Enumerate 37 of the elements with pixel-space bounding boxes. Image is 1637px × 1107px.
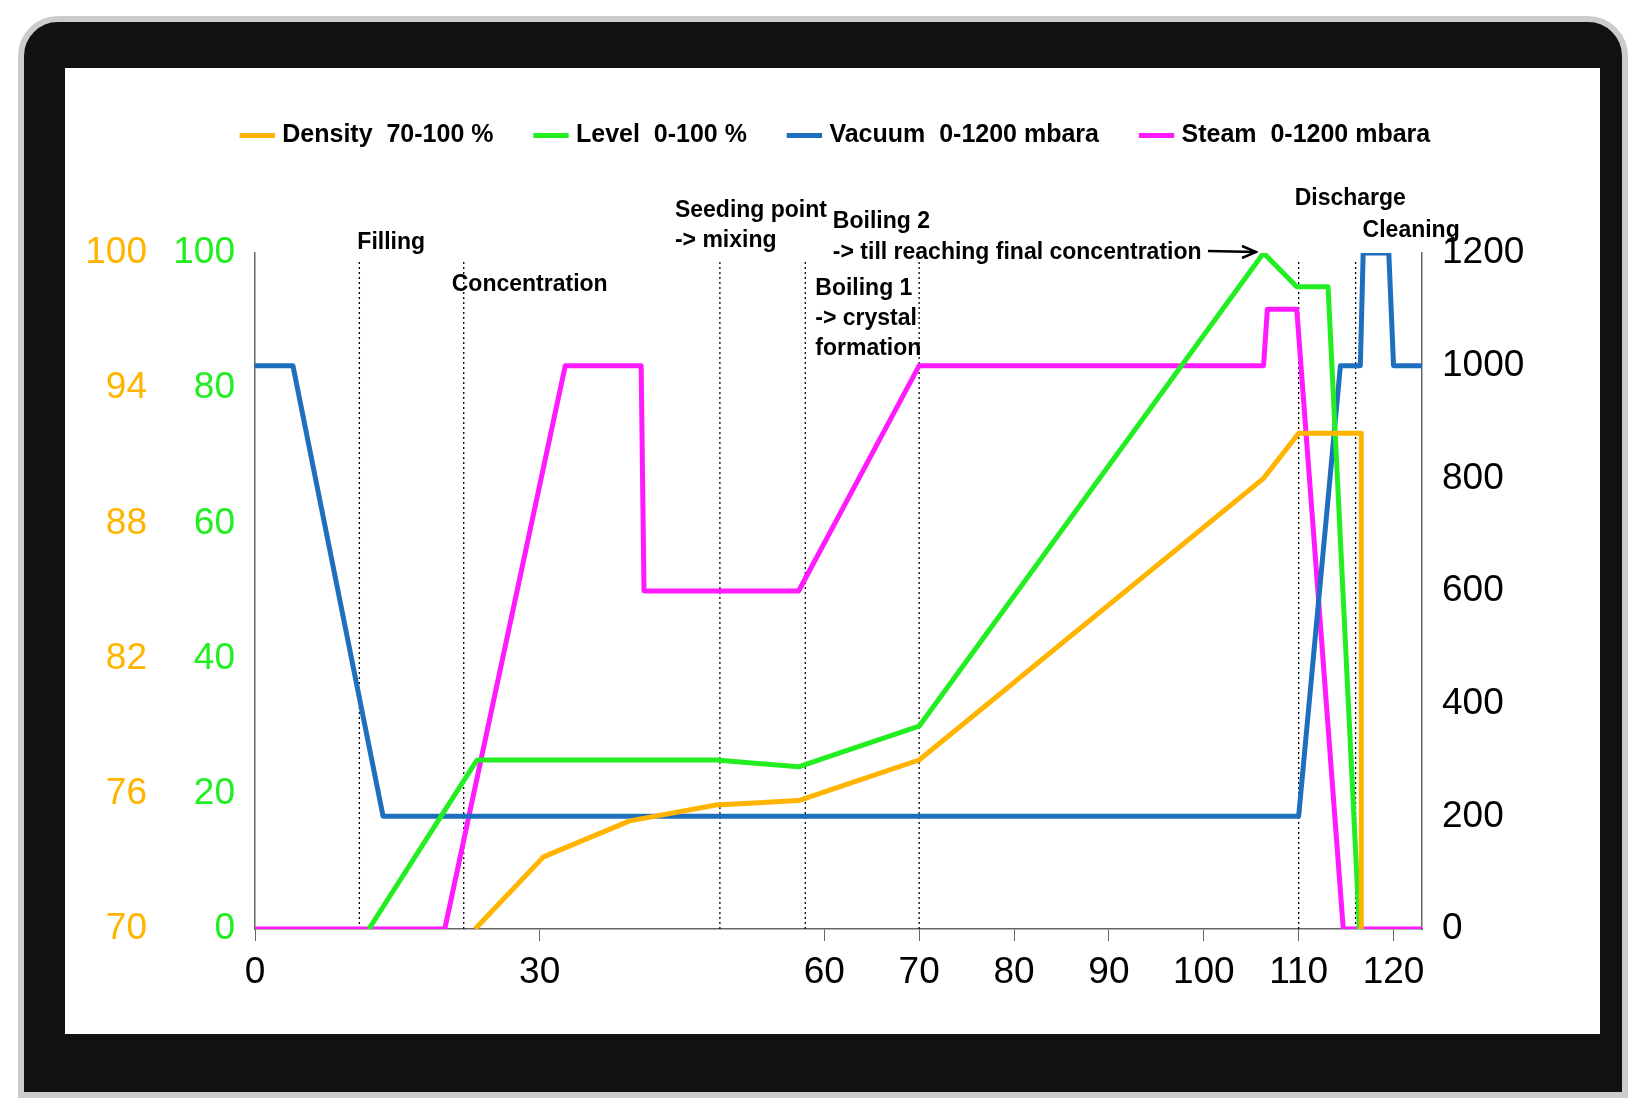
- y3-tick-label: 94: [105, 365, 147, 407]
- y-tick-label: 20: [193, 771, 235, 812]
- y2-tick-label: 600: [1442, 568, 1504, 610]
- legend-label: Steam 0-1200 mbara: [1181, 119, 1432, 148]
- ref-line-label: Concentration: [451, 269, 608, 296]
- y2-tick-label: 800: [1442, 455, 1504, 497]
- y2-tick-label: 200: [1442, 793, 1504, 835]
- y2-tick-label: 0: [1442, 906, 1463, 948]
- annotation: Boiling 2 -> till reaching final concentration: [832, 207, 1202, 264]
- y3-tick-label: 88: [105, 500, 147, 542]
- y-tick-label: 100: [173, 230, 235, 272]
- x-tick-label: 80: [993, 950, 1035, 992]
- x-tick-label: 0: [244, 950, 266, 992]
- ref-line-label: Seeding point -> mixing: [674, 195, 828, 252]
- x-tick-label: 70: [898, 950, 940, 992]
- ref-line-label: Discharge: [1294, 183, 1406, 210]
- x-tick-label: 120: [1362, 950, 1425, 992]
- y-tick-label: 40: [193, 635, 235, 677]
- ref-line-label: Boiling 1 -> crystal formation: [815, 273, 922, 360]
- y2-tick-label: 1000: [1442, 342, 1525, 384]
- x-tick-label: 100: [1172, 950, 1235, 992]
- legend-label: Vacuum 0-1200 mbara: [829, 119, 1101, 148]
- legend-label: Level 0-100 %: [575, 119, 747, 148]
- x-tick-label: 90: [1088, 950, 1130, 992]
- y2-tick-label: 400: [1442, 680, 1504, 722]
- y3-tick-label: 100: [85, 230, 147, 272]
- legend-label: Density 70-100 %: [282, 119, 494, 148]
- y3-tick-label: 76: [105, 771, 147, 812]
- y3-tick-label: 82: [105, 635, 147, 677]
- y-tick-label: 0: [214, 906, 235, 948]
- y-tick-label: 80: [193, 365, 235, 407]
- ref-line-label: Filling: [357, 227, 426, 254]
- y-tick-label: 60: [193, 500, 235, 542]
- x-tick-label: 30: [519, 950, 561, 992]
- x-tick-label: 110: [1269, 950, 1329, 992]
- y3-tick-label: 70: [105, 906, 147, 948]
- x-tick-label: 60: [803, 950, 845, 992]
